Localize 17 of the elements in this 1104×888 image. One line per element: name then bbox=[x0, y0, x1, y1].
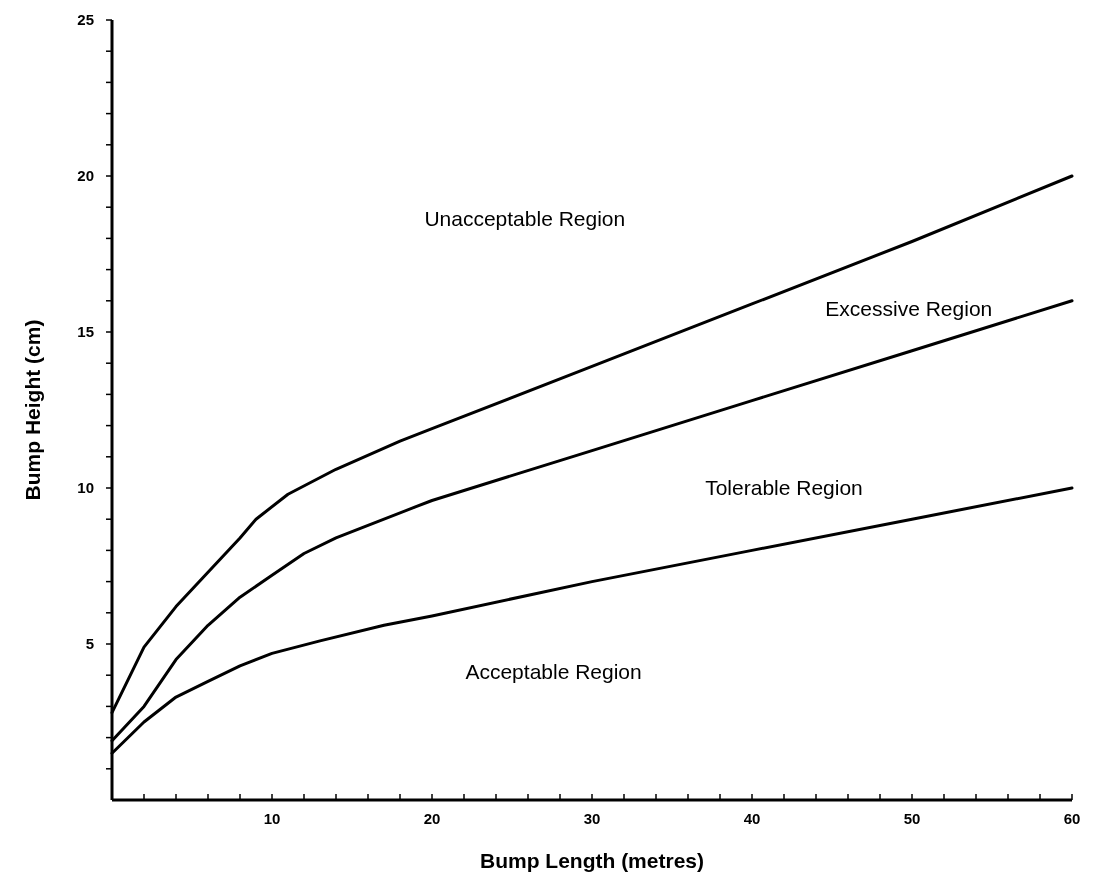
annotation: Tolerable Region bbox=[705, 476, 863, 500]
x-tick-label: 10 bbox=[263, 810, 281, 827]
x-tick-label: 30 bbox=[583, 810, 601, 827]
annotation: Excessive Region bbox=[825, 296, 993, 320]
annotation: Unacceptable Region bbox=[424, 207, 626, 231]
x-tick-label: 40 bbox=[743, 810, 761, 827]
y-tick-label: 20 bbox=[77, 167, 94, 185]
annotation: Acceptable Region bbox=[465, 659, 642, 683]
x-axis-title: Bump Length (metres) bbox=[479, 849, 705, 872]
x-tick-label: 60 bbox=[1063, 810, 1081, 827]
y-tick-label: 10 bbox=[77, 479, 94, 497]
y-tick-label: 25 bbox=[77, 11, 94, 29]
x-tick-label: 50 bbox=[903, 810, 921, 827]
x-tick-label: 20 bbox=[423, 810, 441, 827]
y-tick-label: 15 bbox=[77, 323, 94, 341]
y-axis-title: Bump Height (cm) bbox=[21, 319, 44, 501]
y-tick-label: 5 bbox=[85, 635, 94, 653]
